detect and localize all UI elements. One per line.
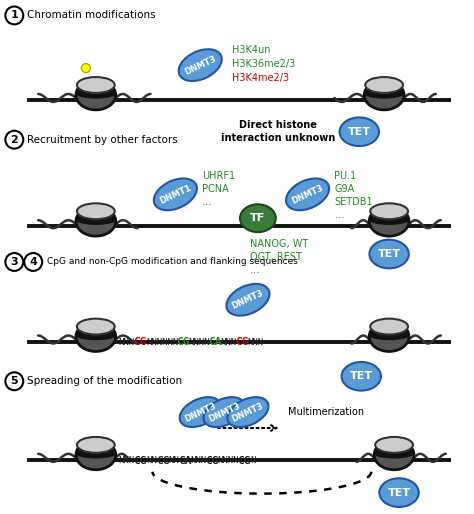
Ellipse shape [154,178,197,210]
Ellipse shape [76,88,116,98]
Ellipse shape [77,319,115,335]
Text: TET: TET [387,488,410,498]
Text: N: N [250,456,255,465]
Text: TET: TET [348,127,371,137]
Text: CG: CG [237,456,251,466]
Text: ...: ... [250,265,261,275]
Text: Spreading of the modification: Spreading of the modification [27,376,182,386]
Text: DNMT3: DNMT3 [183,54,218,77]
Text: DNMT1: DNMT1 [158,183,192,206]
Ellipse shape [379,479,419,507]
Ellipse shape [5,253,23,271]
Ellipse shape [369,322,409,352]
Text: UHRF1: UHRF1 [202,172,235,181]
Text: PU.1: PU.1 [335,172,356,181]
Ellipse shape [76,206,116,236]
Text: DNMT3: DNMT3 [231,288,265,311]
Ellipse shape [374,448,414,458]
Text: SETDB1: SETDB1 [335,197,373,207]
Text: ...: ... [202,197,213,207]
Ellipse shape [5,7,23,24]
Text: NANOG, WT: NANOG, WT [250,239,308,249]
Text: CG: CG [134,456,147,466]
Text: CG: CG [134,338,147,347]
Text: NNNNNN: NNNNNN [146,338,178,347]
Text: NNNN: NNNN [188,338,210,347]
Ellipse shape [24,253,42,271]
Text: NNN: NNN [118,338,135,347]
Ellipse shape [82,64,91,72]
Text: TET: TET [377,249,401,259]
Text: NNN: NNN [191,456,207,465]
Text: 2: 2 [10,135,18,145]
Ellipse shape [76,322,116,352]
Text: CpG and non-CpG modification and flanking sequences: CpG and non-CpG modification and flankin… [47,258,298,266]
Text: 4: 4 [29,257,37,267]
Ellipse shape [76,80,116,110]
Ellipse shape [77,204,115,219]
Ellipse shape [286,178,329,210]
Ellipse shape [5,131,23,149]
Ellipse shape [228,397,268,427]
Ellipse shape [339,117,379,146]
Ellipse shape [76,329,116,340]
Text: 1: 1 [10,10,18,21]
Ellipse shape [342,362,381,391]
Text: NNN: NNN [118,456,135,465]
Ellipse shape [369,214,409,224]
Text: 3: 3 [10,257,18,267]
Text: NNN: NNN [247,338,264,347]
Text: NNNN: NNNN [218,456,239,465]
Text: DNMT3: DNMT3 [183,401,218,424]
Text: DNMT3: DNMT3 [291,183,325,206]
Ellipse shape [364,80,404,110]
Text: H3K4un: H3K4un [232,45,271,55]
Ellipse shape [76,448,116,458]
Text: CG: CG [176,338,189,347]
Text: 5: 5 [10,376,18,386]
Text: CG: CG [205,456,219,466]
Ellipse shape [365,77,403,93]
Text: DNMT3: DNMT3 [231,401,265,424]
Text: CA: CA [178,456,191,466]
Ellipse shape [364,88,404,98]
Ellipse shape [370,319,408,335]
Text: PCNA: PCNA [202,185,229,194]
Text: OGT, REST: OGT, REST [250,252,302,262]
Ellipse shape [5,372,23,390]
Text: G9A: G9A [335,185,355,194]
Text: CG: CG [156,456,169,466]
Text: H3K36me2/3: H3K36me2/3 [232,59,295,69]
Ellipse shape [76,214,116,224]
Text: NN: NN [168,456,179,465]
Ellipse shape [374,440,414,470]
Text: CA: CA [208,338,221,347]
Text: CG: CG [235,338,249,347]
Ellipse shape [369,329,409,340]
Text: TF: TF [250,213,265,223]
Text: Multimerization: Multimerization [288,407,364,417]
Text: TET: TET [350,371,373,381]
Text: NNN: NNN [220,338,237,347]
Ellipse shape [369,240,409,268]
Ellipse shape [180,397,221,427]
Text: H3K4me2/3: H3K4me2/3 [232,73,289,83]
Ellipse shape [77,77,115,93]
Ellipse shape [240,204,276,232]
Text: DNMT3: DNMT3 [207,401,241,424]
Ellipse shape [203,397,245,427]
Text: NN: NN [146,456,157,465]
Ellipse shape [370,204,408,219]
Text: ...: ... [335,210,345,220]
Ellipse shape [369,206,409,236]
Ellipse shape [227,284,270,316]
Text: interaction unknown: interaction unknown [220,133,335,143]
Ellipse shape [76,440,116,470]
Text: Direct histone: Direct histone [239,120,317,130]
Ellipse shape [375,437,413,453]
Text: Chromatin modifications: Chromatin modifications [27,10,156,21]
Ellipse shape [77,437,115,453]
Ellipse shape [179,49,222,81]
Text: Recruitment by other factors: Recruitment by other factors [27,135,178,145]
